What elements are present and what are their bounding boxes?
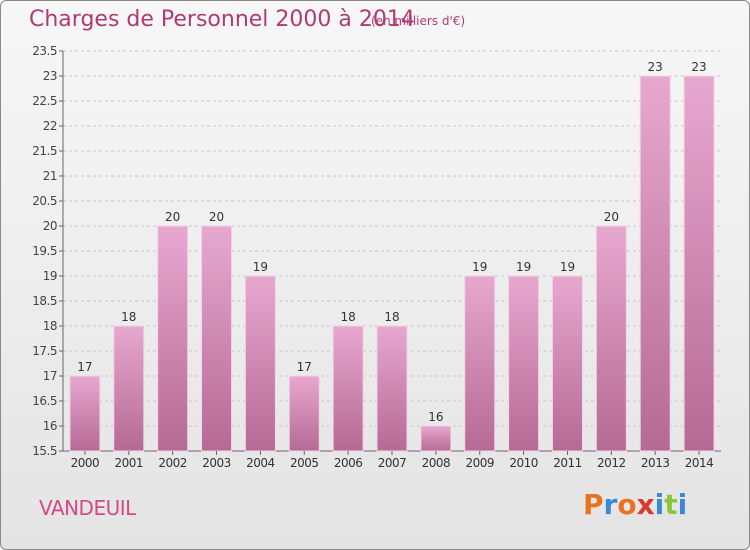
x-tick-label: 2008 — [422, 456, 451, 470]
bar — [683, 75, 715, 452]
bar — [113, 325, 145, 452]
x-tick-label: 2000 — [71, 456, 100, 470]
y-tick-label: 15.5 — [32, 444, 57, 458]
bar-value-label: 19 — [516, 260, 531, 274]
y-tick-label: 20 — [43, 219, 57, 233]
bar — [288, 375, 320, 452]
y-tick-label: 23.5 — [32, 44, 57, 58]
logo-letter: P — [583, 488, 604, 521]
y-tick-label: 21 — [43, 169, 57, 183]
x-tick-label: 2009 — [465, 456, 494, 470]
bar-value-label: 20 — [604, 210, 619, 224]
y-tick-label: 17.5 — [32, 344, 57, 358]
bar — [639, 75, 671, 452]
bar — [595, 225, 627, 452]
bar — [157, 225, 189, 452]
y-tick-label: 22.5 — [32, 94, 57, 108]
y-tick-label: 16.5 — [32, 394, 57, 408]
bar — [376, 325, 408, 452]
y-tick-label: 18 — [43, 319, 57, 333]
x-tick-label: 2005 — [290, 456, 319, 470]
bar — [508, 275, 540, 452]
y-tick-label: 23 — [43, 69, 57, 83]
bar — [420, 425, 452, 452]
bar — [551, 275, 583, 452]
y-tick-label: 21.5 — [32, 144, 57, 158]
x-tick-label: 2013 — [641, 456, 670, 470]
logo-letter: i — [677, 488, 688, 521]
y-tick-label: 16 — [43, 419, 57, 433]
bar-value-label: 23 — [691, 60, 706, 74]
logo-letter: x — [636, 488, 655, 521]
logo-letter: o — [617, 488, 637, 521]
y-tick-label: 19 — [43, 269, 57, 283]
bar-value-label: 17 — [297, 360, 312, 374]
bar-value-label: 17 — [77, 360, 92, 374]
chart-title: Charges de Personnel 2000 à 2014 — [29, 7, 415, 32]
x-tick-label: 2002 — [158, 456, 187, 470]
bar — [244, 275, 276, 452]
logo-letter: r — [603, 488, 618, 521]
bar-value-label: 18 — [384, 310, 399, 324]
y-tick-label: 22 — [43, 119, 57, 133]
y-tick-label: 17 — [43, 369, 57, 383]
logo-letter: i — [654, 488, 665, 521]
x-tick-label: 2014 — [685, 456, 714, 470]
bar — [332, 325, 364, 452]
y-tick-label: 20.5 — [32, 194, 57, 208]
bar — [464, 275, 496, 452]
bar-value-label: 23 — [648, 60, 663, 74]
bar — [69, 375, 101, 452]
commune-name: VANDEUIL — [39, 496, 136, 520]
x-tick-label: 2007 — [378, 456, 407, 470]
x-tick-label: 2011 — [553, 456, 582, 470]
logo-letter: t — [664, 488, 678, 521]
x-tick-label: 2006 — [334, 456, 363, 470]
x-tick-label: 2012 — [597, 456, 626, 470]
bar-value-label: 19 — [560, 260, 575, 274]
y-tick-label: 19.5 — [32, 244, 57, 258]
x-tick-label: 2001 — [115, 456, 144, 470]
bar-value-label: 18 — [121, 310, 136, 324]
bar-value-label: 20 — [209, 210, 224, 224]
bar-value-label: 16 — [428, 410, 443, 424]
bar — [201, 225, 233, 452]
bar-value-label: 18 — [340, 310, 355, 324]
bar-value-label: 20 — [165, 210, 180, 224]
y-tick-label: 18.5 — [32, 294, 57, 308]
x-tick-label: 2003 — [202, 456, 231, 470]
chart-subtitle: (en milliers d'€) — [371, 14, 466, 28]
x-tick-label: 2010 — [509, 456, 538, 470]
x-tick-label: 2004 — [246, 456, 275, 470]
bar-value-label: 19 — [472, 260, 487, 274]
bar-value-label: 19 — [253, 260, 268, 274]
proxiti-logo: Proxiti — [583, 488, 687, 521]
